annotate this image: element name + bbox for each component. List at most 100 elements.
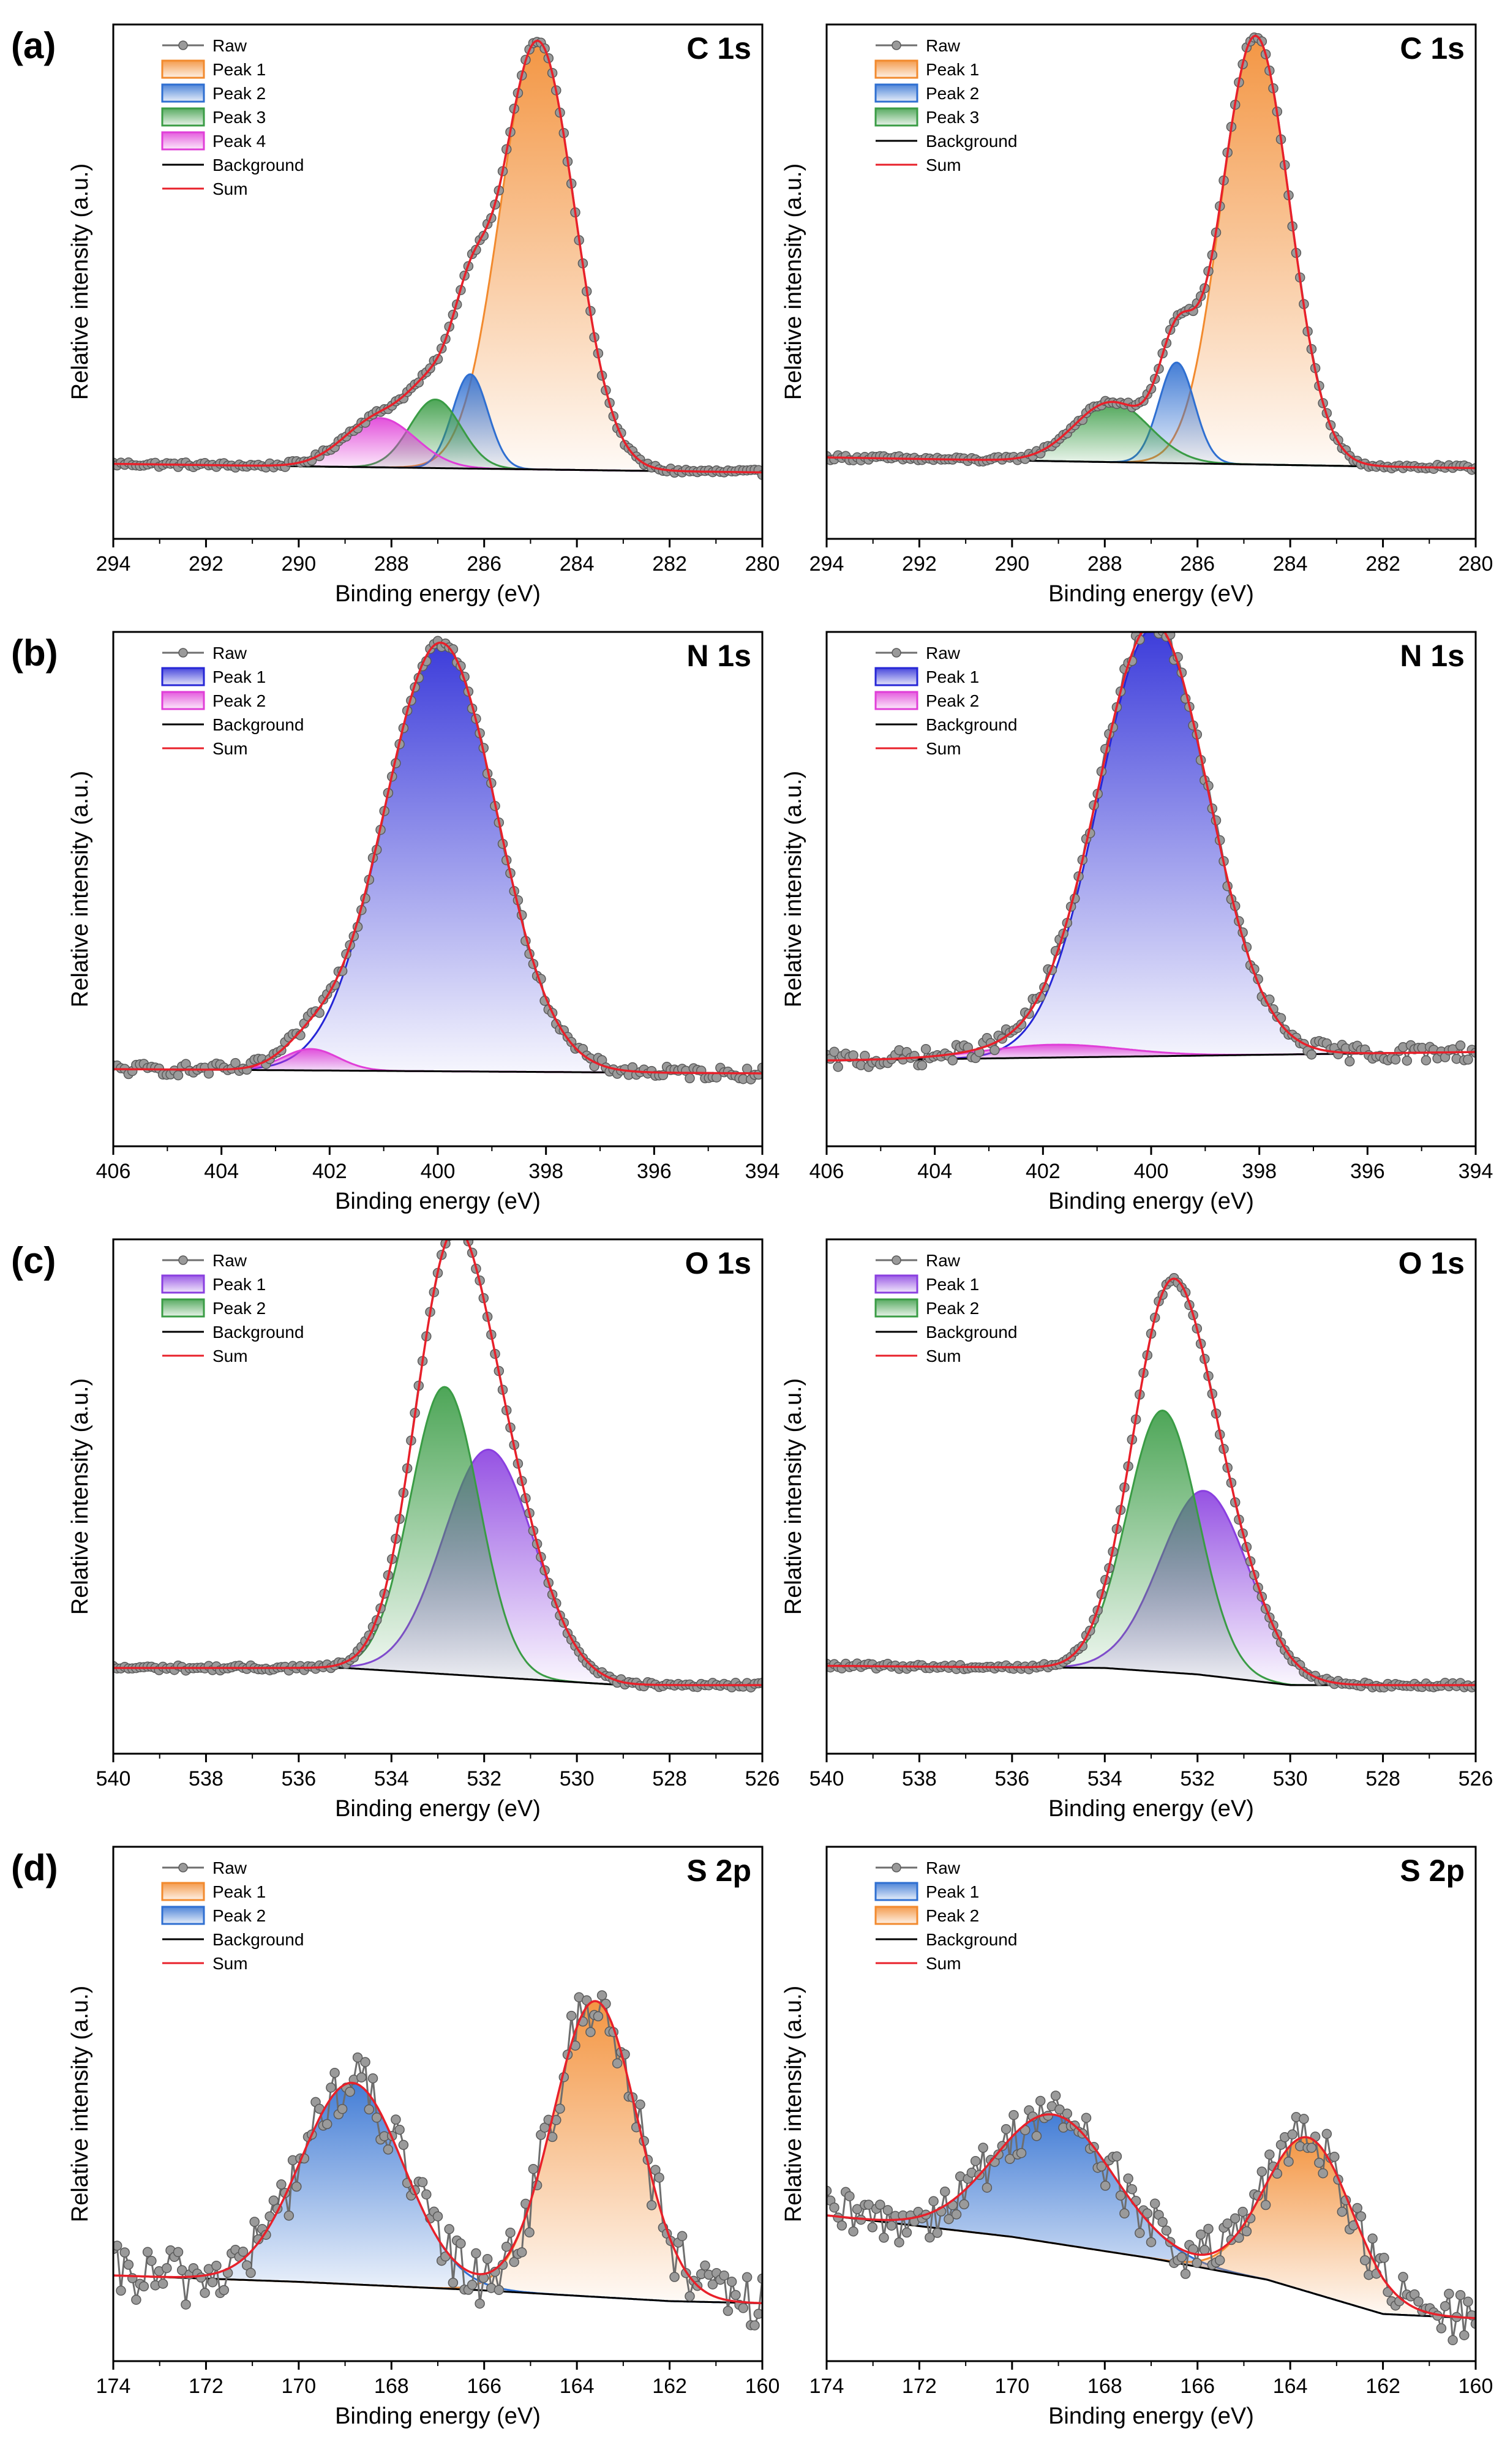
x-tick-label: 400: [1134, 1160, 1169, 1183]
chart-title: N 1s: [686, 639, 751, 673]
raw-point: [1016, 2147, 1027, 2158]
raw-point: [612, 2058, 623, 2068]
x-tick-label: 540: [809, 1767, 844, 1790]
raw-point: [452, 1223, 462, 1232]
x-tick-label: 526: [745, 1767, 780, 1790]
legend-item: Sum: [876, 156, 961, 175]
raw-point: [1050, 2090, 1061, 2101]
x-tick-label: 394: [745, 1160, 780, 1183]
raw-point: [1398, 2272, 1408, 2282]
raw-point: [867, 2222, 878, 2233]
raw-point: [1299, 2114, 1309, 2124]
raw-point: [371, 2113, 382, 2123]
raw-point: [116, 2285, 126, 2296]
x-tick-label: 282: [652, 552, 687, 576]
legend-label: Peak 1: [212, 667, 266, 686]
raw-point: [1146, 2237, 1157, 2247]
raw-point: [1287, 2129, 1297, 2140]
raw-point: [951, 2209, 962, 2220]
raw-point: [726, 2277, 737, 2287]
raw-point: [723, 2305, 734, 2316]
raw-point: [356, 2072, 367, 2083]
legend-label: Peak 2: [212, 691, 266, 710]
x-tick-label: 284: [1273, 552, 1308, 576]
x-tick-label: 168: [1087, 2375, 1122, 2398]
raw-point: [345, 2086, 355, 2097]
x-tick-label: 160: [745, 2375, 780, 2398]
raw-point: [432, 2211, 443, 2222]
raw-point: [364, 2104, 375, 2115]
raw-point: [1123, 2173, 1133, 2184]
x-axis-label: Binding energy (eV): [1048, 1796, 1254, 1822]
raw-point: [1379, 2253, 1389, 2263]
x-tick-label: 164: [1273, 2375, 1308, 2398]
legend-item: Peak 2: [161, 83, 266, 103]
x-tick-label: 404: [917, 1160, 952, 1183]
raw-point: [894, 2237, 904, 2248]
raw-point: [448, 2277, 459, 2288]
x-tick-label: 530: [1273, 1767, 1308, 1790]
legend-swatch: [161, 667, 205, 686]
raw-point: [505, 2227, 516, 2238]
chart-d-left: 174 172 170 168 166 164 162 160 Binding energy (…: [67, 1846, 780, 2429]
legend-swatch: [874, 1882, 918, 1901]
x-axis-label: Binding energy (eV): [1048, 1189, 1254, 1214]
chart-b-right: 406 404 402 400 398 396 394 Binding energy (eV)…: [781, 631, 1493, 1214]
legend-label: Background: [212, 715, 304, 734]
legend-item: Peak 2: [161, 691, 266, 710]
x-tick-label: 294: [809, 552, 844, 576]
legend-label: Background: [212, 1930, 304, 1949]
x-tick-label: 162: [652, 2375, 687, 2398]
peak-fill-2: [113, 2083, 762, 2304]
x-tick-label: 406: [96, 1160, 131, 1183]
legend-item: Peak 3: [161, 107, 266, 127]
raw-point: [1237, 2206, 1248, 2217]
y-axis-label: Relative intensity (a.u.): [781, 771, 806, 1008]
legend-item: Sum: [162, 739, 248, 758]
raw-point: [157, 2278, 168, 2289]
legend: Raw Peak 1 Peak 2 Background Sum: [161, 1858, 304, 1973]
raw-point: [677, 2231, 688, 2242]
raw-point: [1367, 2233, 1378, 2244]
legend-label: Background: [926, 715, 1017, 734]
x-tick-label: 404: [204, 1160, 239, 1183]
legend-swatch: [874, 59, 918, 79]
raw-point: [882, 2205, 893, 2215]
legend: Raw Peak 1 Peak 2 Background Sum: [874, 1251, 1017, 1365]
raw-point: [1241, 2226, 1252, 2237]
raw-point: [1135, 2228, 1145, 2239]
legend-item: Peak 1: [874, 667, 979, 686]
raw-point: [635, 2099, 645, 2110]
y-axis-label: Relative intensity (a.u.): [67, 771, 93, 1008]
raw-point: [1455, 2289, 1466, 2301]
x-tick-label: 290: [994, 552, 1029, 576]
raw-point: [1352, 2203, 1362, 2214]
legend-label: Raw: [926, 1251, 961, 1270]
plot-area: [113, 1990, 762, 2331]
legend-item: Background: [876, 1323, 1017, 1342]
x-tick-label: 284: [560, 552, 595, 576]
raw-point: [1264, 2149, 1275, 2160]
raw-point: [932, 2228, 943, 2238]
chart-title: S 2p: [686, 1854, 751, 1888]
legend-label: Peak 2: [926, 84, 979, 103]
raw-point: [1455, 1040, 1466, 1051]
x-tick-label: 166: [467, 2375, 501, 2398]
raw-point: [181, 2299, 191, 2310]
raw-point: [238, 2246, 249, 2257]
chart-title: C 1s: [1400, 31, 1465, 66]
legend-label: Peak 2: [926, 1906, 979, 1925]
legend-label: Raw: [212, 36, 247, 55]
raw-point: [246, 2267, 256, 2278]
x-tick-label: 406: [809, 1160, 844, 1183]
plot-area: [827, 632, 1476, 1072]
x-tick-label: 292: [189, 552, 223, 576]
x-tick-label: 166: [1180, 2375, 1215, 2398]
legend-item: Background: [162, 1930, 304, 1949]
legend-label: Raw: [926, 1858, 961, 1877]
raw-point: [1127, 2184, 1138, 2195]
raw-point: [1448, 2335, 1458, 2346]
x-tick-label: 280: [745, 552, 780, 576]
x-tick-label: 288: [1087, 552, 1122, 576]
background-line: [827, 2214, 1476, 2319]
